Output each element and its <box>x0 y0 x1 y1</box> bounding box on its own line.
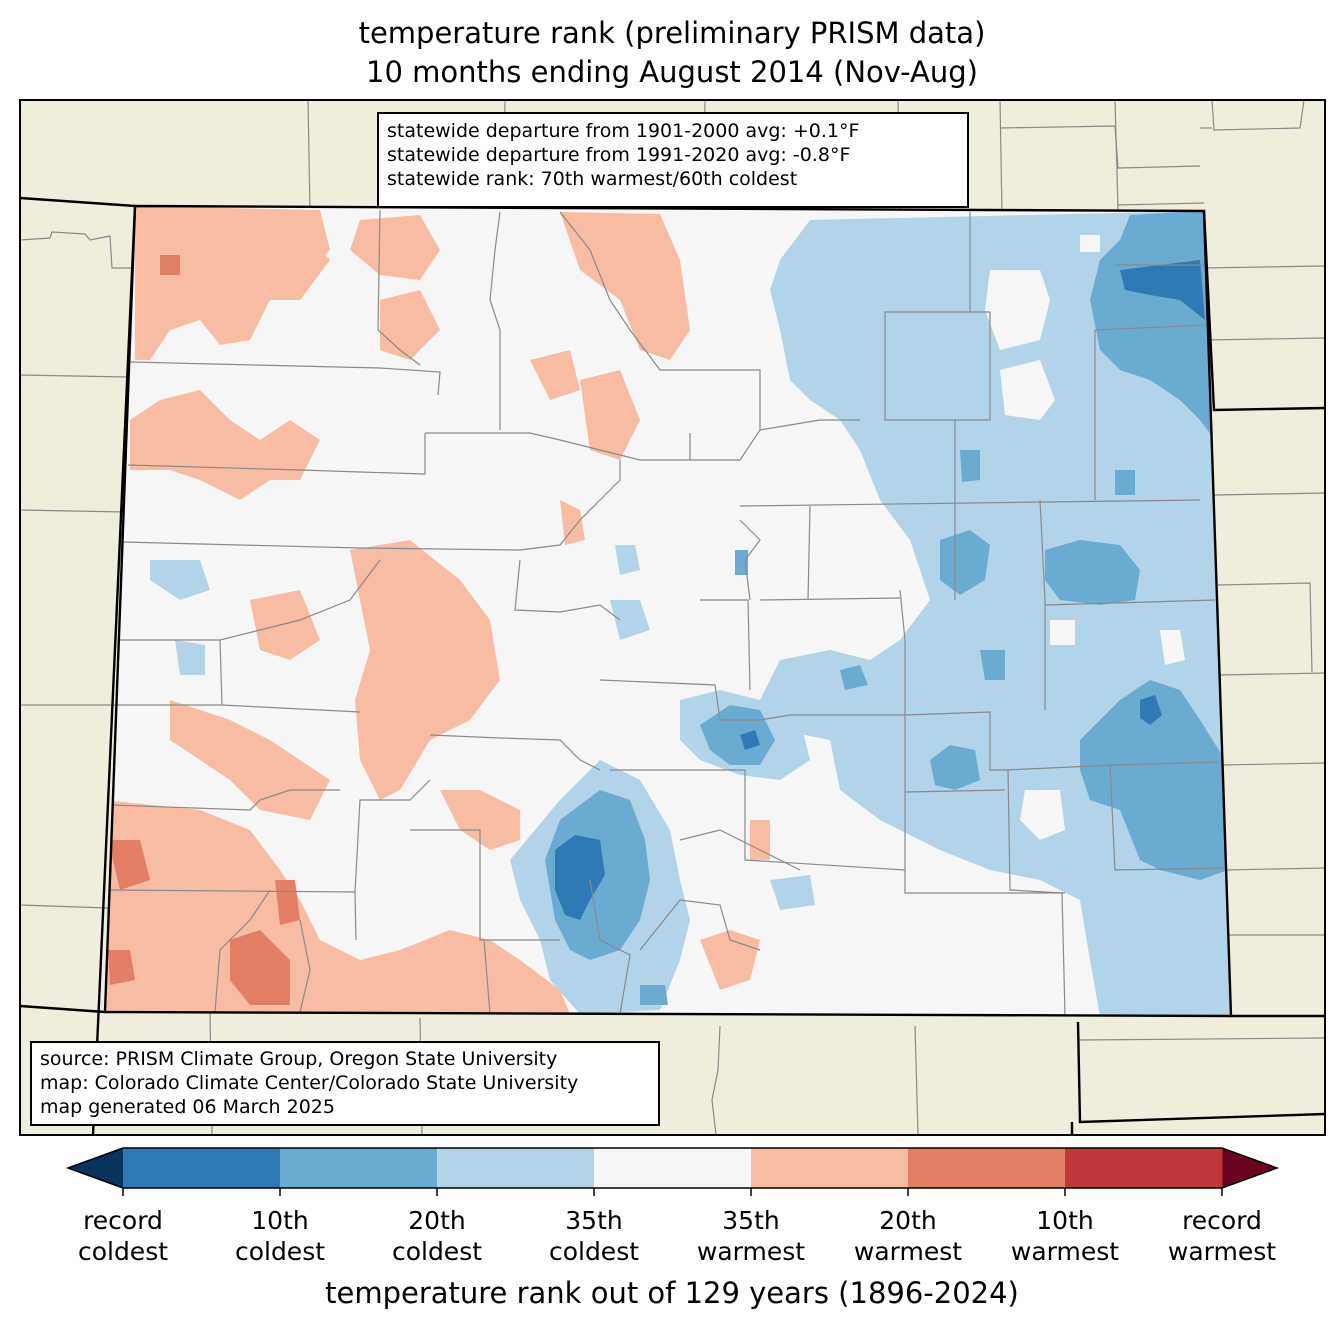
colorbar-segment <box>123 1148 281 1188</box>
colorbar-tick-label-line2: coldest <box>77 1237 169 1266</box>
neutral-holes <box>985 235 1185 840</box>
colorbar-segment <box>437 1148 595 1188</box>
colorbar-tick-label-line2: warmest <box>853 1237 963 1266</box>
colorbar-tick-label-line1: 20th <box>408 1206 466 1235</box>
source-box: source: PRISM Climate Group, Oregon Stat… <box>30 1041 660 1126</box>
colorbar-tick-label-line1: 35th <box>722 1206 780 1235</box>
colorbar-tick-label-line1: record <box>83 1206 163 1235</box>
colorbar <box>65 1147 1280 1196</box>
colorbar-ticks <box>122 1188 1223 1196</box>
colorbar-tick-label-line2: warmest <box>1010 1237 1120 1266</box>
colorbar-over-arrow <box>1222 1148 1277 1188</box>
colorbar-tick-label: 35th warmest <box>666 1205 836 1267</box>
state-borders <box>20 196 1325 1135</box>
stats-departure-1991-2020: statewide departure from 1991-2020 avg: … <box>387 144 851 166</box>
colorbar-tick-label-line1: 10th <box>251 1206 309 1235</box>
colorbar-tick-label-line2: coldest <box>234 1237 326 1266</box>
colorbar-tick-label: record warmest <box>1137 1205 1307 1267</box>
colorbar-tick-label: 10th coldest <box>195 1205 365 1267</box>
colorbar-tick-label: 10th warmest <box>980 1205 1150 1267</box>
colorbar-segment <box>594 1148 752 1188</box>
statewide-stats-box: statewide departure from 1901-2000 avg: … <box>377 112 969 208</box>
colorado-county-lines <box>107 209 1229 1016</box>
colorbar-segment <box>751 1148 909 1188</box>
colorbar-label: temperature rank out of 129 years (1896-… <box>325 1276 1019 1310</box>
colorbar-segment <box>1065 1148 1223 1188</box>
colorbar-tick-label-line1: 10th <box>1036 1206 1094 1235</box>
warmer-regions <box>108 255 300 1005</box>
colorado-border <box>103 204 1233 1018</box>
colorbar-tick-label-line1: 20th <box>879 1206 937 1235</box>
colorbar-tick-label-line1: 35th <box>565 1206 623 1235</box>
map-title-line2: 10 months ending August 2014 (Nov-Aug) <box>366 55 978 89</box>
colorbar-tick-label-line2: coldest <box>391 1237 483 1266</box>
colorbar-tick-label-line2: warmest <box>1167 1237 1277 1266</box>
colorbar-tick-label-line2: warmest <box>696 1237 806 1266</box>
colorbar-tick-label-line2: coldest <box>548 1237 640 1266</box>
colorbar-segment <box>280 1148 438 1188</box>
colorbar-segments <box>123 1148 1223 1188</box>
stats-statewide-rank: statewide rank: 70th warmest/60th coldes… <box>387 168 798 190</box>
source-line-data: source: PRISM Climate Group, Oregon Stat… <box>40 1048 558 1070</box>
colorbar-tick-label: record coldest <box>38 1205 208 1267</box>
colorbar-tick-label: 20th coldest <box>352 1205 522 1267</box>
colorbar-tick-label: 35th coldest <box>509 1205 679 1267</box>
map-title-line1: temperature rank (preliminary PRISM data… <box>358 16 986 50</box>
colorbar-segment <box>908 1148 1066 1188</box>
colorbar-tick-label-line1: record <box>1182 1206 1262 1235</box>
map-frame <box>19 99 1326 1136</box>
source-line-map: map: Colorado Climate Center/Colorado St… <box>40 1072 579 1094</box>
warm-regions <box>105 206 770 1014</box>
coldest-regions <box>555 260 1205 920</box>
stats-departure-1901-2000: statewide departure from 1901-2000 avg: … <box>387 120 860 142</box>
source-line-generated: map generated 06 March 2025 <box>40 1096 335 1118</box>
colorbar-tick-label: 20th warmest <box>823 1205 993 1267</box>
colorbar-under-arrow <box>68 1148 123 1188</box>
temperature-rank-field <box>105 206 1231 1016</box>
